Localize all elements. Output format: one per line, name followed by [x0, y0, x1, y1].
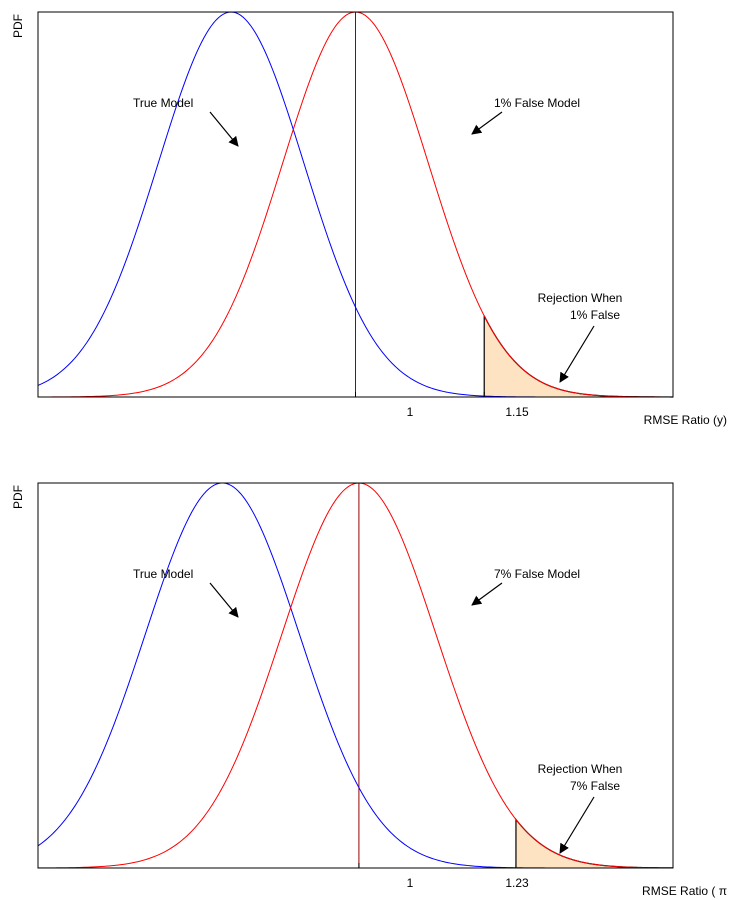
panel-2-y-label: PDF — [11, 485, 25, 509]
panel-1-shaded-label-line-1: Rejection When — [538, 291, 623, 305]
panel-1-series-label-true-model: True Model — [133, 96, 193, 110]
panel-2-series-true-model-curve — [37, 482, 673, 869]
panel-1-tick-label: 1.15 — [505, 405, 529, 419]
panel-2-x-label: RMSE Ratio ( π — [642, 884, 727, 898]
panel-2-plot — [37, 482, 674, 869]
panel-1-plot — [37, 11, 673, 398]
panel-1-series-label-false-model: 1% False Model — [494, 96, 580, 110]
panel-2-arrow-false-model — [471, 582, 503, 606]
panel-2-tick-label: 1.23 — [505, 876, 529, 890]
panel-1-tick-label: 1 — [407, 405, 414, 419]
panel-2-tick-label: 1 — [407, 876, 414, 890]
panel-1-shaded-label-line-2: 1% False — [570, 308, 620, 322]
panel-2-arrow-rejection — [559, 796, 595, 854]
panel-1-arrow-true-model — [209, 111, 239, 147]
panel-1-plot-frame — [37, 11, 674, 398]
panel-1-rejection-region — [484, 315, 673, 397]
panel-1-arrow-false-model — [471, 111, 503, 135]
panel-1-y-label: PDF — [11, 14, 25, 38]
panel-2-rejection-region — [515, 819, 673, 868]
panel-1-x-label: RMSE Ratio (y) — [644, 413, 727, 427]
panel-2-series-label-true-model: True Model — [133, 567, 193, 581]
panel-2-shaded-label-line-2: 7% False — [570, 779, 620, 793]
panel-2-series-label-false-model: 7% False Model — [494, 567, 580, 581]
panel-1-arrow-rejection — [559, 325, 595, 383]
panel-2-series-false-model-curve — [37, 482, 674, 869]
panel-2-plot-frame — [37, 482, 674, 869]
panel-1: PDF 1 1.15 RMSE Ratio (y) True Model 1% … — [11, 11, 727, 427]
panel-2-arrow-true-model — [209, 582, 239, 618]
panel-2-shaded-label-line-1: Rejection When — [538, 762, 623, 776]
panel-2: PDF 1 1.23 RMSE Ratio ( π True Model 7% … — [11, 482, 727, 898]
